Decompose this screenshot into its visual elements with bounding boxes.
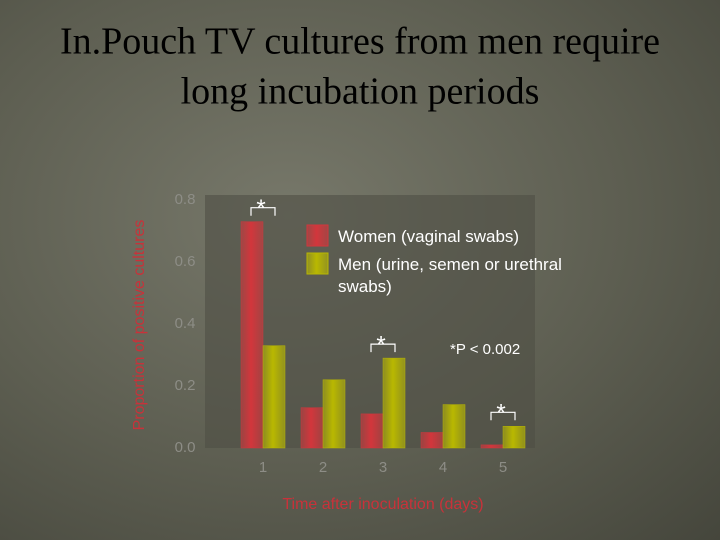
title-line: long incubation periods: [181, 71, 540, 113]
significance-bracket: [370, 343, 396, 353]
bar: [322, 379, 346, 449]
bar: [360, 413, 384, 449]
x-tick-label: 4: [439, 459, 447, 476]
title-line: In.Pouch TV cultures from men require: [60, 21, 660, 63]
legend-swatch: [306, 224, 329, 247]
significance-mark: *: [376, 331, 385, 358]
bar: [442, 404, 466, 449]
bar: [382, 357, 406, 449]
x-tick-label: 3: [379, 459, 387, 476]
y-axis-label: Proportion of positive cultures: [131, 220, 148, 431]
bar: [420, 432, 444, 449]
significance-bracket: [490, 411, 516, 421]
bar: [480, 444, 504, 449]
x-tick-label: 2: [319, 459, 327, 476]
y-tick-label: 0.8: [175, 191, 196, 208]
y-tick-label: 0.0: [175, 439, 196, 456]
legend-swatch: [306, 252, 329, 275]
significance-bracket: [250, 207, 276, 216]
footnote: *P < 0.002: [450, 341, 520, 358]
bar: [240, 221, 264, 449]
y-tick-label: 0.6: [175, 253, 196, 270]
significance-mark: *: [496, 400, 505, 427]
y-tick-label: 0.4: [175, 315, 196, 332]
legend-label: Women (vaginal swabs): [338, 227, 520, 246]
y-tick-label: 0.2: [175, 377, 196, 394]
x-axis-label: Time after inoculation (days): [282, 496, 483, 513]
legend-label: Men (urine, semen or urethral swabs): [338, 255, 562, 296]
bar: [300, 407, 324, 449]
bar: [502, 426, 526, 449]
significance-mark: *: [256, 195, 265, 222]
x-tick-label: 5: [499, 459, 507, 476]
bar: [262, 345, 286, 449]
x-tick-label: 1: [259, 459, 267, 476]
